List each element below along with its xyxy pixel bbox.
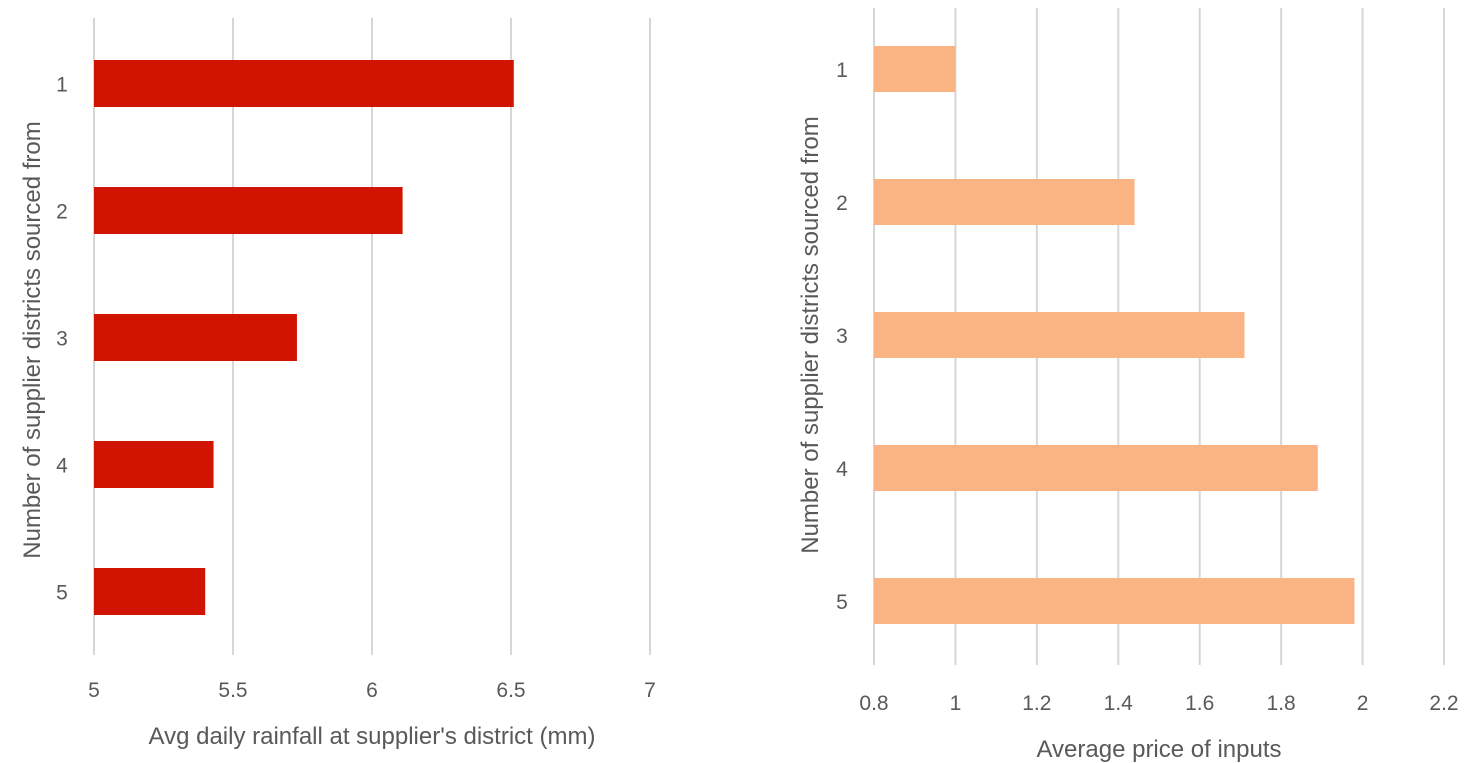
y-category-label: 1 xyxy=(836,59,848,82)
y-category-label: 1 xyxy=(56,74,68,97)
x-tick-label: 5.5 xyxy=(218,679,247,702)
y-category-label: 5 xyxy=(836,591,848,614)
x-tick-label: 1 xyxy=(950,692,962,715)
x-tick-label: 1.4 xyxy=(1104,692,1134,715)
bar xyxy=(94,568,206,615)
y-axis-title: Number of supplier districts sourced fro… xyxy=(797,116,824,553)
x-tick-label: 1.2 xyxy=(1022,692,1051,715)
y-category-label: 2 xyxy=(836,192,848,215)
y-category-label: 2 xyxy=(56,201,68,224)
x-tick-label: 1.8 xyxy=(1267,692,1296,715)
price-chart: 0.8 1 1.2 1.4 1.6 1.8 2 2.2 1 2 3 4 5 Average price o… xyxy=(797,8,1459,763)
x-tick-label: 5 xyxy=(88,679,100,702)
bar xyxy=(874,445,1318,491)
x-tick-label: 2.2 xyxy=(1429,692,1458,715)
y-category-label: 3 xyxy=(56,328,68,351)
bar xyxy=(94,187,403,234)
y-category-label: 4 xyxy=(836,458,848,481)
y-category-label: 4 xyxy=(56,455,68,478)
x-tick-label: 2 xyxy=(1357,692,1369,715)
bar xyxy=(94,60,514,107)
bar xyxy=(874,578,1355,624)
y-category-label: 5 xyxy=(56,582,68,605)
bar xyxy=(874,46,956,92)
bar xyxy=(94,314,297,361)
rainfall-chart: 5 5.5 6 6.5 7 1 2 3 4 5 Avg daily rainfall at supp… xyxy=(19,18,656,750)
x-axis-title: Avg daily rainfall at supplier's distric… xyxy=(149,723,596,750)
x-tick-label: 1.6 xyxy=(1185,692,1214,715)
bar xyxy=(874,179,1135,225)
x-axis-title: Average price of inputs xyxy=(1036,736,1281,763)
x-tick-label: 6.5 xyxy=(496,679,525,702)
x-tick-label: 0.8 xyxy=(859,692,888,715)
bar xyxy=(94,441,214,488)
x-tick-label: 7 xyxy=(644,679,656,702)
y-axis-title: Number of supplier districts sourced fro… xyxy=(19,121,46,558)
bar xyxy=(874,312,1245,358)
x-tick-label: 6 xyxy=(366,679,378,702)
y-category-label: 3 xyxy=(836,325,848,348)
